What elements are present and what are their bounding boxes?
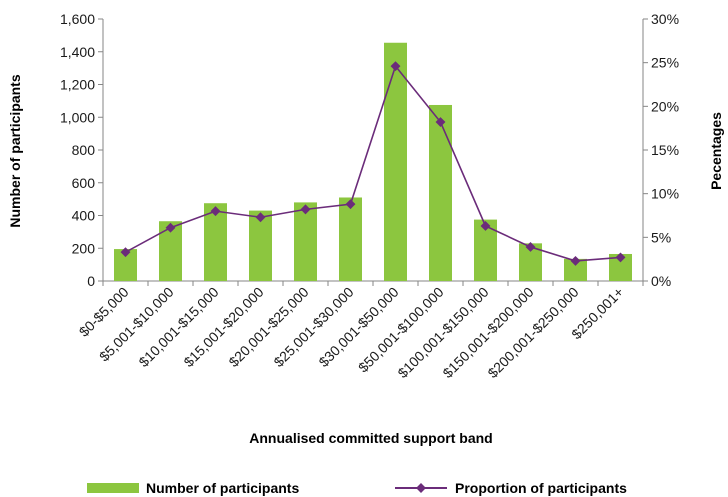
bars <box>114 42 632 282</box>
line-point <box>345 199 356 210</box>
y2-tick-label: 30% <box>651 11 679 27</box>
line-point <box>255 212 266 223</box>
y2-tick-label: 20% <box>651 98 679 114</box>
x-axis-title: Annualised committed support band <box>249 430 492 446</box>
y2-tick-label: 15% <box>651 142 679 158</box>
y2-tick-label: 25% <box>651 55 679 71</box>
proportion-line <box>125 64 621 262</box>
proportion-line-series <box>120 61 626 266</box>
legend-swatch-marker <box>416 483 426 493</box>
x-tick-label: $20,001-$25,000 <box>225 284 311 370</box>
x-tick-label: $50,001-$100,000 <box>355 284 447 376</box>
y-tick-label: 1,600 <box>60 11 95 27</box>
bar <box>384 42 407 282</box>
x-tick-label: $15,001-$20,000 <box>180 284 266 370</box>
y-tick-label: 1,000 <box>60 109 95 125</box>
y-tick-label: 800 <box>72 142 96 158</box>
y-tick-label: 200 <box>72 240 96 256</box>
y2-tick-label: 5% <box>651 229 671 245</box>
x-tick-label: $25,001-$30,000 <box>270 284 356 370</box>
y-tick-label: 600 <box>72 175 96 191</box>
y2-tick-label: 0% <box>651 273 671 289</box>
bar <box>519 243 542 281</box>
bar <box>249 210 272 281</box>
bar <box>429 104 452 281</box>
bar <box>564 258 587 281</box>
x-tick-label: $30,001-$50,000 <box>315 284 401 370</box>
axes <box>98 18 648 286</box>
line-point <box>480 221 491 231</box>
legend-label-bar: Number of participants <box>146 480 299 496</box>
bar <box>159 221 182 281</box>
bar <box>474 219 497 281</box>
bar <box>609 253 632 281</box>
y-tick-label: 1,400 <box>60 44 95 60</box>
y-tick-label: 0 <box>87 273 95 289</box>
line-point <box>120 247 131 258</box>
line-point <box>165 222 176 233</box>
legend-label-line: Proportion of participants <box>455 480 627 496</box>
y-axis-title: Number of participants <box>7 74 23 227</box>
line-point <box>210 206 221 217</box>
bar <box>204 203 227 281</box>
bar <box>114 249 137 281</box>
y2-tick-label: 10% <box>651 186 679 202</box>
y-tick-label: 1,200 <box>60 77 95 93</box>
tick-labels: 0 200 400 600 800 1,000 1,200 1,400 1,600 0% 5% 10%… <box>60 11 679 381</box>
bar <box>339 197 362 281</box>
x-tick-label: $10,001-$15,000 <box>135 284 221 370</box>
y2-axis-title: Pecentages <box>708 112 724 190</box>
line-point <box>525 241 536 252</box>
bar <box>294 202 317 281</box>
line-point <box>570 255 581 266</box>
y-tick-label: 400 <box>72 208 96 224</box>
legend-swatch-bar <box>87 483 139 493</box>
line-point <box>300 204 311 215</box>
legend: Number of participants Proportion of par… <box>87 480 627 496</box>
